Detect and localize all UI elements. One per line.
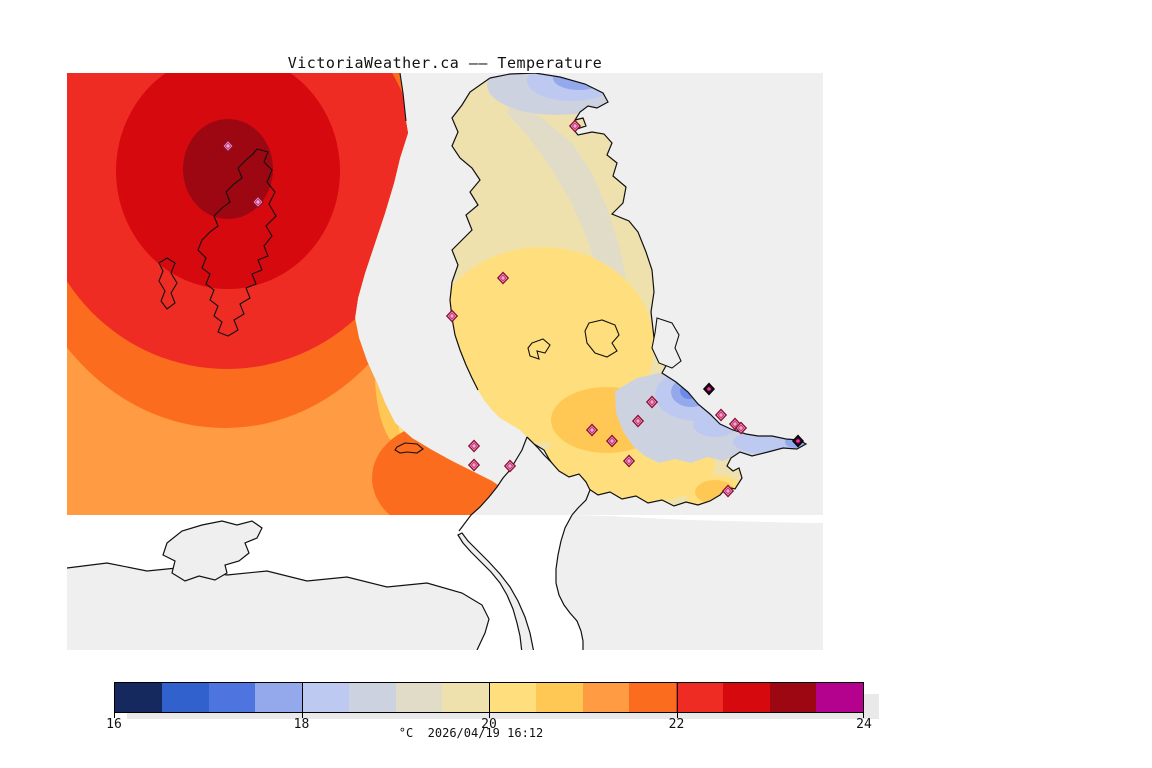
coastline-peninsula xyxy=(457,532,535,650)
coastline-olympic xyxy=(67,562,490,650)
station-marker[interactable] xyxy=(714,408,728,422)
lake-outline-small xyxy=(527,338,551,360)
station-marker[interactable] xyxy=(605,434,619,448)
colorbar-segment xyxy=(489,683,536,712)
station-marker[interactable] xyxy=(721,484,735,498)
page-title: VictoriaWeather.ca —— Temperature xyxy=(287,54,603,72)
axis-tick-label: 24 xyxy=(856,717,872,732)
colorbar-segment xyxy=(769,683,817,712)
lake-outline xyxy=(584,319,620,358)
axis-tick xyxy=(114,713,115,718)
axis-tick-label: 20 xyxy=(481,717,497,732)
axis-tick xyxy=(863,713,864,718)
colorbar-segment xyxy=(115,683,162,712)
colorbar-caption: °C 2026/04/19 16:12 xyxy=(398,726,544,740)
axis-tick-label: 16 xyxy=(106,717,122,732)
coastline-island-south xyxy=(162,520,263,582)
station-marker[interactable] xyxy=(251,195,265,209)
colorbar-segment xyxy=(629,683,676,712)
colorbar xyxy=(114,682,864,713)
station-marker[interactable] xyxy=(445,309,459,323)
station-marker[interactable] xyxy=(585,423,599,437)
colorbar-segment xyxy=(535,683,583,712)
station-marker[interactable] xyxy=(702,382,716,396)
station-marker[interactable] xyxy=(631,414,645,428)
colorbar-segment xyxy=(582,683,630,712)
station-marker[interactable] xyxy=(734,421,748,435)
station-marker[interactable] xyxy=(467,458,481,472)
station-marker[interactable] xyxy=(496,271,510,285)
colorbar-segment xyxy=(442,683,489,712)
station-markers xyxy=(221,119,805,498)
station-marker[interactable] xyxy=(622,454,636,468)
strait-region xyxy=(458,436,591,532)
sea-mask-region xyxy=(67,514,823,650)
colorbar-segment xyxy=(722,683,770,712)
colorbar-segment xyxy=(161,683,209,712)
coastline-east-bay xyxy=(651,317,682,369)
hot-spot-core xyxy=(183,119,273,219)
offshore-coastlines xyxy=(158,73,424,454)
station-marker[interactable] xyxy=(568,119,582,133)
colorbar-axis: 16 18 20 22 24 xyxy=(106,713,872,735)
axis-tick-label: 18 xyxy=(293,717,310,732)
coastline-island-west xyxy=(449,77,491,391)
colorbar-segment xyxy=(395,683,443,712)
station-marker[interactable] xyxy=(221,139,235,153)
axis-tick-label: 22 xyxy=(668,717,685,732)
coastline-strait-inner-west xyxy=(458,436,528,532)
station-marker[interactable] xyxy=(791,434,805,448)
station-marker[interactable] xyxy=(503,459,517,473)
axis-tick xyxy=(676,713,678,718)
axis-tick xyxy=(301,713,303,718)
colorbar-segment xyxy=(348,683,396,712)
colorbar-segment xyxy=(208,683,256,712)
colorbar-segment xyxy=(255,683,302,712)
coastline-strait-inner-east xyxy=(526,436,591,516)
colorbar-segment xyxy=(676,683,723,712)
map-canvas xyxy=(67,73,823,650)
colorbar-segment xyxy=(816,683,863,712)
lakes xyxy=(527,319,620,360)
colorbar-segment xyxy=(302,683,349,712)
axis-tick xyxy=(489,713,490,718)
temperature-map xyxy=(67,73,823,650)
coastline-strait-east xyxy=(555,514,584,650)
station-marker[interactable] xyxy=(467,439,481,453)
station-marker[interactable] xyxy=(645,395,659,409)
